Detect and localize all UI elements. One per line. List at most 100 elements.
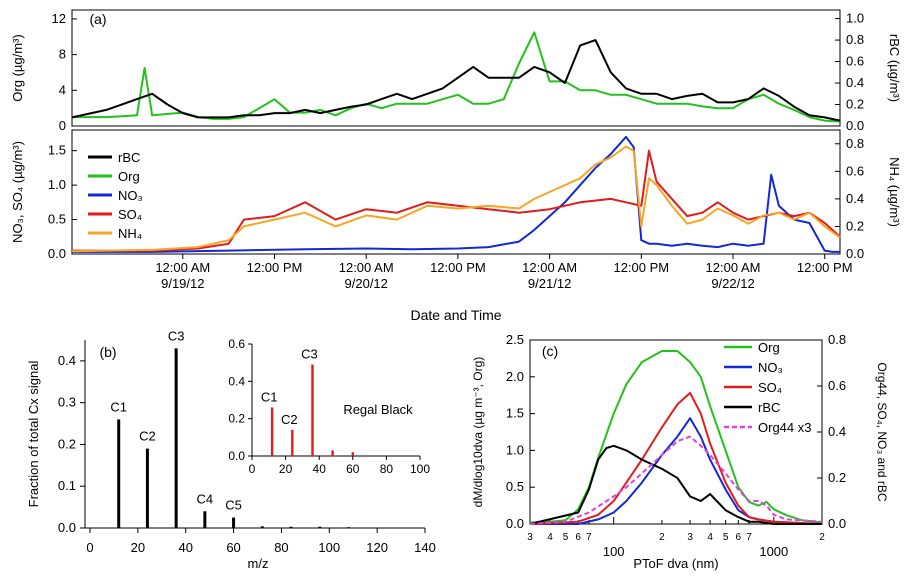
x-tick-label: 12:00 AM: [706, 260, 761, 275]
x-tick-label: 120: [366, 540, 388, 555]
inset-x-tick-label: 20: [279, 462, 293, 476]
inset-bar-label: C1: [261, 389, 278, 404]
inset-title: Regal Black: [343, 402, 413, 417]
bar-label: C1: [110, 399, 127, 414]
bar: [117, 419, 121, 528]
x-minor-tick-label: 4: [547, 532, 553, 543]
series-line-so4: [72, 149, 841, 252]
legend-label: NH₄: [118, 226, 142, 241]
bar: [346, 527, 350, 528]
inset-y-tick-label: 0.0: [228, 449, 245, 463]
x-tick-label: 100: [318, 540, 340, 555]
bar: [174, 348, 178, 528]
y-axis-label: Org (µg/m³): [10, 34, 25, 101]
x-minor-tick-label: 7: [746, 532, 752, 543]
series-line-nh4: [71, 145, 841, 253]
y2-tick-label: 0.2: [846, 97, 864, 112]
inset-y-tick-label: 0.4: [228, 374, 245, 388]
x-tick-label: 80: [274, 540, 288, 555]
inset-bar: [331, 450, 334, 456]
legend-label: NO₃: [758, 360, 783, 375]
y2-tick-label: 0.8: [828, 332, 846, 347]
panel-label-b: (b): [99, 344, 116, 360]
y-tick-label: 4: [59, 82, 66, 97]
inset-bar: [351, 452, 354, 456]
bar: [260, 526, 264, 528]
inset-y-tick-label: 0.2: [228, 412, 245, 426]
y-tick-label: 1.5: [506, 406, 524, 421]
series-line-so4: [529, 391, 823, 525]
x-tick-date-label: 9/21/12: [528, 276, 571, 291]
x-axis-label: PToF dva (nm): [633, 556, 718, 571]
series-line-org: [72, 31, 841, 123]
y2-tick-label: 0.8: [846, 136, 864, 151]
x-minor-tick-label: 5: [723, 532, 729, 543]
x-tick-label: 12:00 PM: [430, 260, 486, 275]
x-minor-tick-label: 7: [586, 532, 592, 543]
y2-tick-label: 0.0: [846, 118, 864, 133]
y-tick-label: 0.0: [48, 246, 66, 261]
inset-bar: [291, 429, 294, 456]
legend-label: Org: [758, 340, 780, 355]
series-line-no3: [72, 135, 840, 253]
series-line-org44: [529, 435, 823, 525]
legend-label: rBC: [118, 150, 140, 165]
y-tick-label: 0.1: [58, 478, 76, 493]
x-major-tick-label: 1000: [759, 544, 788, 559]
y-axis-label: dM/dlog10dva (µg m⁻³, Org): [471, 357, 485, 508]
y2-tick-label: 0.6: [828, 378, 846, 393]
series-line-rbc: [529, 444, 822, 525]
x-tick-label: 0: [86, 540, 93, 555]
inset-bar-label: C2: [281, 412, 298, 427]
bar-label: C5: [225, 498, 242, 513]
x-tick-label: 12:00 PM: [247, 260, 303, 275]
y-axis-label: Fraction of total Cx signal: [26, 361, 41, 508]
inset-x-tick-label: 60: [346, 462, 360, 476]
x-minor-tick-label: 3: [687, 532, 693, 543]
x-tick-label: 12:00 PM: [613, 260, 669, 275]
x-minor-tick-label: 6: [575, 532, 581, 543]
x-tick-label: 12:00 AM: [522, 260, 577, 275]
inset-x-tick-label: 80: [380, 462, 394, 476]
x-axis-label: m/z: [248, 556, 269, 571]
plot-frame-a-bottom: [71, 129, 841, 255]
x-minor-tick-label: 4: [707, 532, 713, 543]
x-minor-tick-label: 3: [527, 532, 533, 543]
panel-label-a: (a): [89, 11, 106, 27]
legend-label: Org44 x3: [758, 420, 811, 435]
y-tick-label: 1.0: [506, 442, 524, 457]
y2-axis-label: NH₄ (µg/m³): [887, 157, 902, 227]
plot-frame-a-top: [71, 9, 841, 127]
y2-tick-label: 0.4: [846, 75, 864, 90]
inset-x-tick-label: 100: [410, 462, 430, 476]
inset-y-tick-label: 0.6: [228, 337, 245, 351]
y-tick-label: 12: [52, 11, 66, 26]
x-major-tick-label: 100: [603, 544, 625, 559]
bar: [289, 526, 293, 528]
bar: [145, 448, 149, 528]
y2-tick-label: 0.2: [846, 218, 864, 233]
legend-label: SO₄: [118, 207, 142, 222]
inset-x-tick-label: 40: [313, 462, 327, 476]
y2-tick-label: 0.4: [846, 191, 864, 206]
y-tick-label: 0.2: [58, 436, 76, 451]
x-minor-tick-label: 5: [563, 532, 569, 543]
x-tick-label: 12:00 PM: [797, 260, 853, 275]
legend-label: Org: [118, 169, 140, 184]
y2-axis-label: rBC (µg/m³): [887, 34, 902, 102]
legend-label: rBC: [758, 400, 780, 415]
x-tick-label: 12:00 AM: [339, 260, 394, 275]
y-tick-label: 0.3: [58, 395, 76, 410]
x-tick-label: 12:00 AM: [155, 260, 210, 275]
legend-label: NO₃: [118, 188, 143, 203]
bar: [318, 526, 322, 528]
y-tick-label: 0.5: [48, 212, 66, 227]
x-tick-label: 60: [226, 540, 240, 555]
y-tick-label: 2.5: [506, 332, 524, 347]
y2-tick-label: 0.0: [828, 516, 846, 531]
panel-label-c: (c): [542, 343, 558, 359]
x-tick-label: 140: [414, 540, 436, 555]
bar-label: C3: [168, 328, 185, 343]
inset-x-tick-label: 0: [249, 462, 256, 476]
